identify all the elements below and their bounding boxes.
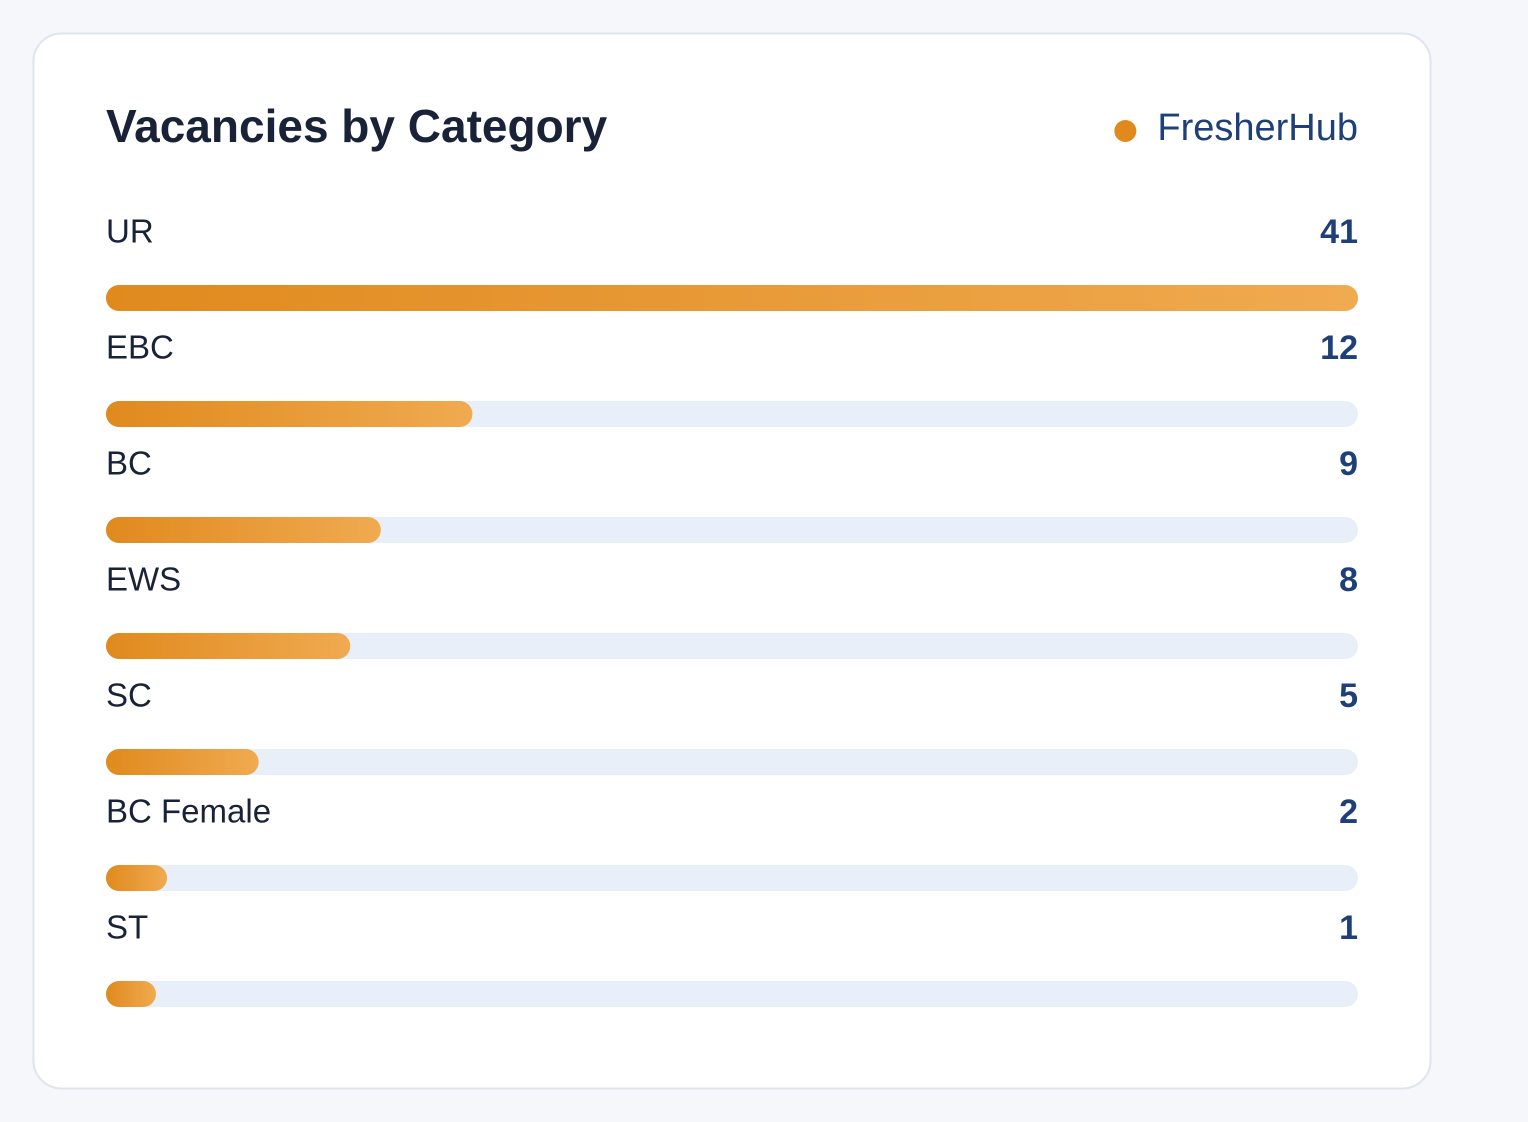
bar-track	[106, 981, 1358, 1007]
value-label: 2	[1339, 793, 1358, 831]
legend-swatch	[1114, 120, 1137, 142]
category-label: ST	[106, 909, 148, 946]
bar-track	[106, 865, 1358, 891]
value-label: 8	[1339, 561, 1358, 599]
value-label: 9	[1339, 445, 1358, 483]
bars: UR 41 EBC 12 BC 9 EWS 8 SC 5 BC Female 2 ST 1	[106, 213, 1358, 1007]
category-label: BC	[106, 445, 152, 482]
bar	[106, 981, 156, 1007]
card	[32, 32, 1432, 1090]
category-label: EWS	[106, 561, 181, 598]
category-label: SC	[106, 677, 152, 714]
bar	[106, 285, 1358, 311]
value-label: 5	[1339, 677, 1358, 715]
value-label: 41	[1320, 213, 1358, 251]
bar-track	[106, 633, 1358, 659]
category-label: UR	[106, 213, 154, 250]
bar-track	[106, 517, 1358, 543]
value-label: 1	[1339, 909, 1358, 947]
category-label: EBC	[106, 329, 174, 366]
bar	[106, 633, 351, 659]
bar-track	[106, 749, 1358, 775]
value-label: 12	[1320, 329, 1358, 367]
legend-label: FresherHub	[1157, 107, 1358, 149]
legend: FresherHub	[1114, 107, 1358, 149]
bar	[106, 517, 381, 543]
bar	[106, 749, 259, 775]
category-label: BC Female	[106, 793, 271, 830]
bar	[106, 865, 168, 891]
bar	[106, 401, 473, 427]
chart-title: Vacancies by Category	[106, 100, 608, 152]
